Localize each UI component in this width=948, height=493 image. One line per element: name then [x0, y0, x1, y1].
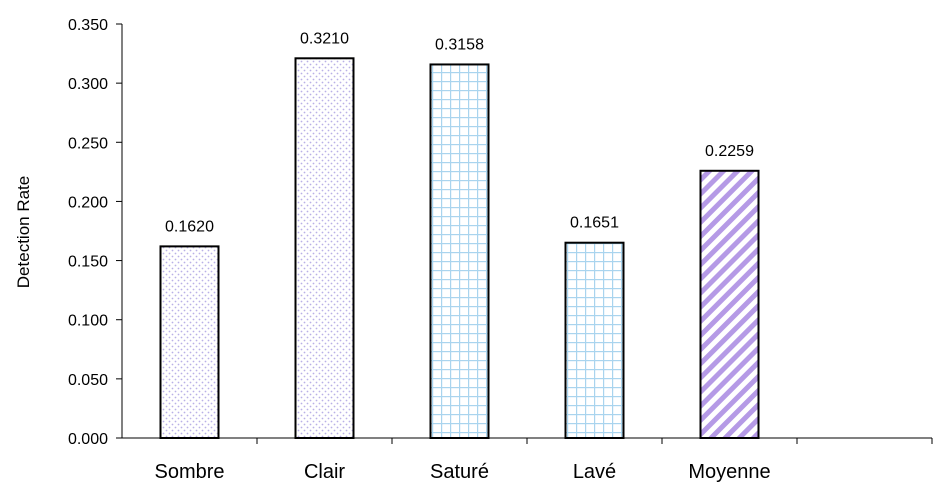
bar-moyenne [699, 169, 760, 439]
x-tick-label: Sombre [154, 461, 224, 483]
y-tick-label: 0.350 [68, 17, 108, 34]
y-ticks: 0.000 0.050 0.100 0.150 0.200 0.250 0.300 0.350 [68, 17, 122, 448]
data-label: 0.1651 [570, 215, 619, 232]
data-label: 0.3158 [435, 36, 484, 53]
value-labels: 0.1620 0.3210 0.3158 0.1651 0.2259 [165, 30, 754, 235]
x-tick-label: Saturé [430, 461, 489, 483]
bars [159, 57, 760, 440]
data-label: 0.2259 [705, 143, 754, 160]
x-ticks [256, 438, 933, 444]
y-tick-label: 0.000 [68, 431, 108, 448]
x-tick-label: Moyenne [688, 461, 770, 483]
data-label: 0.3210 [300, 30, 349, 47]
y-tick-label: 0.150 [68, 254, 108, 271]
y-tick-label: 0.300 [68, 76, 108, 93]
x-tick-label: Clair [304, 461, 345, 483]
y-axis-title: Detection Rate [14, 176, 33, 288]
y-tick-label: 0.200 [68, 194, 108, 211]
bar-sature [429, 63, 490, 440]
bar-clair [294, 57, 355, 439]
bar-lave [564, 241, 625, 439]
data-label: 0.1620 [165, 218, 214, 235]
y-tick-label: 0.100 [68, 313, 108, 330]
y-tick-label: 0.050 [68, 372, 108, 389]
x-tick-label: Lavé [573, 461, 616, 483]
y-tick-label: 0.250 [68, 135, 108, 152]
category-labels: Sombre Clair Saturé Lavé Moyenne [154, 461, 770, 483]
bar-sombre [159, 245, 220, 439]
